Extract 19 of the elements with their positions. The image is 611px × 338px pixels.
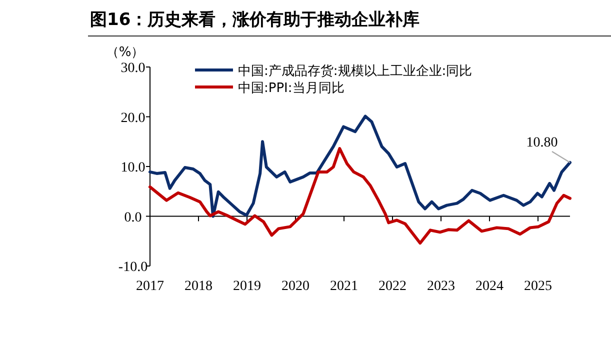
chart-title: 图16：历史来看，涨价有助于推动企业补库 — [90, 10, 420, 30]
y-tick-label: 10.0 — [120, 160, 146, 176]
x-tick-label: 2024 — [475, 279, 504, 294]
annotation: 10.80 — [526, 136, 558, 151]
x-tick-label: 2019 — [233, 279, 261, 294]
y-axis-title: （%） — [106, 45, 144, 60]
x-tick-label: 2020 — [281, 279, 310, 294]
x-tick-label: 2025 — [524, 279, 552, 294]
y-tick-label: -10.0 — [118, 260, 148, 275]
x-tick-label: 2021 — [330, 279, 358, 294]
legend-label: 中国:产成品存货:规模以上工业企业:同比 — [238, 64, 472, 79]
y-tick-label: 20.0 — [120, 110, 146, 126]
x-tick-label: 2017 — [136, 279, 164, 294]
y-tick-label: 0.0 — [124, 210, 142, 226]
x-tick-label: 2018 — [184, 279, 212, 294]
x-tick-label: 2023 — [426, 279, 455, 294]
y-tick-label: 30.0 — [120, 61, 146, 76]
legend-label: 中国:PPI:当月同比 — [238, 81, 344, 96]
x-tick-label: 2022 — [378, 279, 406, 294]
